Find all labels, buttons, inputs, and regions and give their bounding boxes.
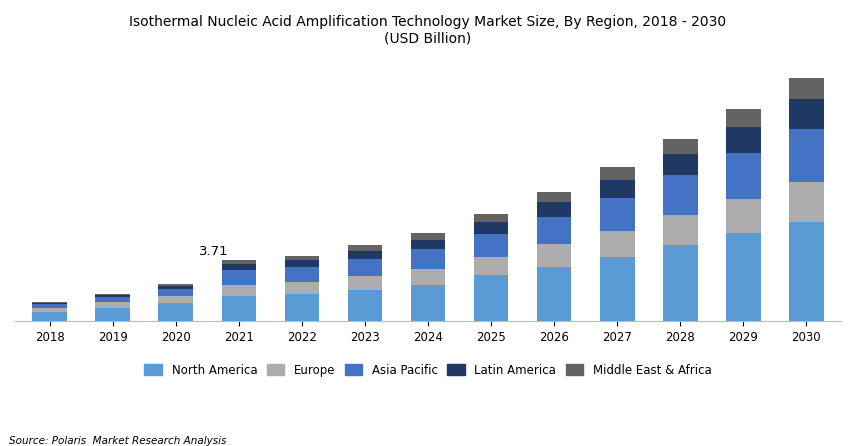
Bar <box>537 217 572 244</box>
Bar <box>537 202 572 217</box>
Bar <box>158 303 193 321</box>
Bar <box>348 259 383 276</box>
Bar <box>789 222 823 321</box>
Bar <box>411 285 445 321</box>
Bar <box>222 260 256 264</box>
Bar <box>726 199 761 233</box>
Bar <box>222 264 256 270</box>
Bar <box>222 270 256 285</box>
Bar <box>726 233 761 321</box>
Bar <box>348 245 383 251</box>
Bar <box>600 231 634 256</box>
Bar <box>411 233 445 240</box>
Bar <box>158 289 193 296</box>
Bar <box>600 198 634 231</box>
Bar <box>95 295 130 297</box>
Bar <box>158 296 193 303</box>
Bar <box>473 223 508 234</box>
Bar <box>95 302 130 308</box>
Bar <box>33 312 67 321</box>
Bar <box>600 180 634 198</box>
Bar <box>158 286 193 289</box>
Bar <box>726 109 761 128</box>
Bar <box>411 240 445 249</box>
Bar <box>411 249 445 269</box>
Bar <box>158 284 193 286</box>
Bar <box>33 308 67 312</box>
Bar <box>537 244 572 267</box>
Bar <box>537 267 572 321</box>
Bar <box>473 234 508 256</box>
Bar <box>726 153 761 199</box>
Bar <box>663 215 698 245</box>
Bar <box>663 154 698 175</box>
Text: Source: Polaris  Market Research Analysis: Source: Polaris Market Research Analysis <box>9 436 226 446</box>
Bar <box>284 256 319 260</box>
Title: Isothermal Nucleic Acid Amplification Technology Market Size, By Region, 2018 - : Isothermal Nucleic Acid Amplification Te… <box>129 15 727 45</box>
Bar <box>726 128 761 153</box>
Bar <box>473 256 508 275</box>
Text: 3.71: 3.71 <box>199 245 229 259</box>
Bar <box>789 99 823 129</box>
Bar <box>222 296 256 321</box>
Bar <box>789 78 823 99</box>
Bar <box>411 269 445 285</box>
Bar <box>95 297 130 302</box>
Bar <box>600 167 634 180</box>
Bar <box>789 129 823 182</box>
Bar <box>473 214 508 223</box>
Bar <box>663 175 698 215</box>
Bar <box>789 182 823 222</box>
Bar <box>348 276 383 290</box>
Bar <box>95 308 130 321</box>
Bar <box>222 285 256 296</box>
Bar <box>348 290 383 321</box>
Legend: North America, Europe, Asia Pacific, Latin America, Middle East & Africa: North America, Europe, Asia Pacific, Lat… <box>140 359 716 381</box>
Bar <box>348 251 383 259</box>
Bar <box>284 294 319 321</box>
Bar <box>537 192 572 202</box>
Bar <box>663 139 698 154</box>
Bar <box>33 302 67 304</box>
Bar <box>284 281 319 294</box>
Bar <box>663 245 698 321</box>
Bar <box>284 260 319 267</box>
Bar <box>95 293 130 295</box>
Bar <box>473 275 508 321</box>
Bar <box>33 304 67 308</box>
Bar <box>284 267 319 281</box>
Bar <box>600 256 634 321</box>
